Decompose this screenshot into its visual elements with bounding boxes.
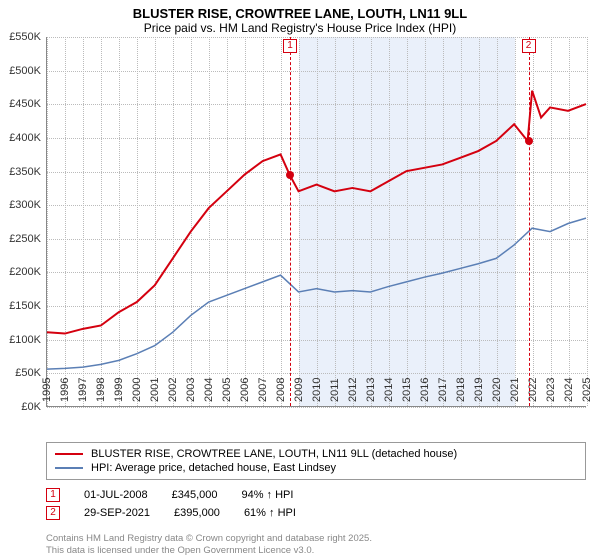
credit-line2: This data is licensed under the Open Gov… bbox=[46, 545, 372, 556]
y-tick-label: £500K bbox=[9, 65, 47, 77]
legend-item-price-paid: BLUSTER RISE, CROWTREE LANE, LOUTH, LN11… bbox=[55, 447, 577, 461]
legend-item-hpi: HPI: Average price, detached house, East… bbox=[55, 461, 577, 475]
marker-price: £345,000 bbox=[172, 489, 218, 501]
legend-swatch bbox=[55, 453, 83, 455]
marker-price: £395,000 bbox=[174, 507, 220, 519]
marker-date: 29-SEP-2021 bbox=[84, 507, 150, 519]
y-tick-label: £400K bbox=[9, 132, 47, 144]
y-tick-label: £550K bbox=[9, 31, 47, 43]
legend: BLUSTER RISE, CROWTREE LANE, LOUTH, LN11… bbox=[46, 442, 586, 480]
legend-label: BLUSTER RISE, CROWTREE LANE, LOUTH, LN11… bbox=[91, 448, 457, 460]
marker-detail-row: 1 01-JUL-2008 £345,000 94% ↑ HPI bbox=[46, 486, 296, 504]
chart-title-line1: BLUSTER RISE, CROWTREE LANE, LOUTH, LN11… bbox=[0, 6, 600, 21]
legend-label: HPI: Average price, detached house, East… bbox=[91, 462, 336, 474]
marker-detail-table: 1 01-JUL-2008 £345,000 94% ↑ HPI 2 29-SE… bbox=[46, 486, 296, 522]
marker-flag: 1 bbox=[283, 39, 297, 53]
credit-line1: Contains HM Land Registry data © Crown c… bbox=[46, 533, 372, 544]
y-tick-label: £350K bbox=[9, 166, 47, 178]
chart-title-line2: Price paid vs. HM Land Registry's House … bbox=[0, 21, 600, 35]
y-tick-label: £200K bbox=[9, 266, 47, 278]
marker-flag: 2 bbox=[522, 39, 536, 53]
series-hpi bbox=[47, 218, 586, 369]
marker-pct: 61% ↑ HPI bbox=[244, 507, 296, 519]
y-tick-label: £300K bbox=[9, 199, 47, 211]
marker-date: 01-JUL-2008 bbox=[84, 489, 148, 501]
marker-detail-row: 2 29-SEP-2021 £395,000 61% ↑ HPI bbox=[46, 504, 296, 522]
y-tick-label: £250K bbox=[9, 233, 47, 245]
marker-number-box: 2 bbox=[46, 506, 60, 520]
y-tick-label: £150K bbox=[9, 300, 47, 312]
y-tick-label: £100K bbox=[9, 334, 47, 346]
marker-number-box: 1 bbox=[46, 488, 60, 502]
legend-swatch bbox=[55, 467, 83, 469]
y-tick-label: £450K bbox=[9, 98, 47, 110]
marker-pct: 94% ↑ HPI bbox=[241, 489, 293, 501]
series-price_paid bbox=[47, 91, 586, 334]
credit-text: Contains HM Land Registry data © Crown c… bbox=[46, 533, 372, 556]
chart-plot-area: £0K£50K£100K£150K£200K£250K£300K£350K£40… bbox=[46, 37, 586, 407]
